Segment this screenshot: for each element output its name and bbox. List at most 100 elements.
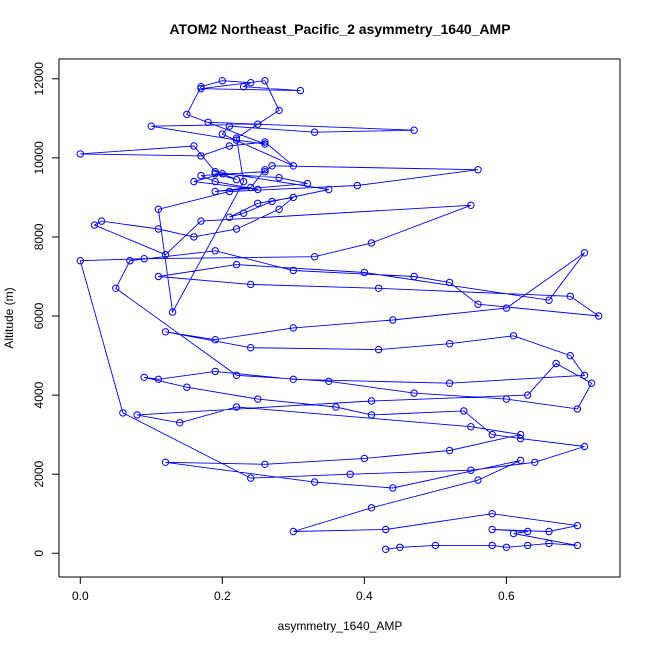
data-point: [261, 77, 269, 85]
y-axis-label: Altitude (m): [2, 287, 16, 348]
data-point: [247, 344, 255, 352]
data-point: [509, 529, 518, 538]
data-point: [239, 177, 248, 186]
data-point: [310, 253, 319, 261]
data-point: [367, 411, 376, 419]
data-point: [516, 430, 525, 439]
data-point: [147, 122, 156, 130]
data-point: [232, 260, 241, 269]
x-tick-label: 0.6: [498, 589, 515, 603]
data-point: [197, 85, 205, 93]
data-point: [197, 152, 205, 160]
data-point: [289, 324, 297, 332]
data-point: [218, 170, 227, 178]
data-point: [289, 162, 297, 170]
data-point: [580, 371, 589, 379]
data-point: [190, 142, 198, 150]
data-point: [474, 166, 482, 174]
data-point: [488, 510, 496, 518]
data-point: [190, 233, 198, 241]
data-point: [218, 77, 227, 85]
data-point: [204, 118, 212, 127]
data-point: [211, 177, 219, 186]
data-point: [154, 375, 163, 383]
data-point: [524, 527, 532, 536]
data-point: [346, 470, 354, 478]
y-tick-label: 12000: [32, 62, 46, 96]
series-lines: [79, 80, 601, 550]
data-point: [211, 336, 219, 344]
data-point: [587, 379, 596, 387]
data-point: [197, 83, 205, 91]
data-point: [225, 142, 234, 150]
data-point: [445, 379, 454, 387]
data-point: [168, 308, 177, 316]
data-point: [303, 179, 312, 188]
data-point: [239, 209, 248, 217]
data-point: [531, 458, 539, 466]
data-point: [367, 504, 376, 512]
data-point: [275, 173, 283, 182]
data-point: [247, 79, 255, 87]
data-point: [225, 213, 234, 221]
data-point: [360, 268, 369, 277]
data-point: [268, 162, 276, 170]
data-point: [445, 340, 454, 348]
data-point: [275, 106, 283, 115]
x-axis-label: asymmetry_1640_AMP: [278, 619, 403, 633]
data-point: [254, 199, 262, 208]
data-point: [382, 545, 390, 553]
data-point: [516, 434, 525, 443]
data-point: [261, 140, 269, 148]
data-point: [232, 403, 241, 411]
data-point: [382, 525, 390, 534]
data-point: [211, 247, 219, 255]
data-point: [218, 130, 227, 138]
data-point: [232, 371, 241, 379]
data-point: [296, 86, 305, 95]
y-tick-label: 2000: [32, 461, 46, 488]
data-point: [140, 255, 148, 263]
data-point: [247, 183, 255, 192]
data-point: [119, 409, 127, 417]
data-point: [374, 345, 383, 354]
data-point: [289, 375, 297, 383]
data-point: [239, 83, 248, 91]
data-point: [573, 521, 582, 530]
data-point: [445, 278, 454, 287]
data-point: [325, 377, 333, 385]
data-point: [431, 541, 440, 550]
y-tick-label: 8000: [32, 223, 46, 250]
data-point: [467, 466, 475, 474]
data-point: [154, 225, 163, 233]
data-point: [389, 484, 397, 492]
data-point: [545, 539, 553, 548]
y-tick-label: 0: [32, 550, 46, 557]
data-point: [325, 185, 333, 194]
data-point: [225, 187, 234, 196]
x-tick-label: 0.4: [356, 589, 373, 603]
y-axis: 0 2000 4000 6000 8000 10000 12000: [32, 62, 60, 557]
data-point: [183, 110, 191, 119]
data-point: [410, 272, 418, 281]
data-point: [310, 128, 319, 136]
data-point: [410, 126, 418, 134]
data-point: [197, 171, 205, 180]
y-tick-label: 10000: [32, 141, 46, 175]
data-point: [211, 367, 219, 376]
data-point: [261, 166, 269, 174]
y-tick-label: 6000: [32, 302, 46, 329]
data-point: [524, 541, 532, 550]
data-point: [133, 411, 141, 419]
data-point: [247, 474, 255, 482]
data-point: [254, 185, 262, 194]
data-point: [367, 239, 376, 247]
x-tick-label: 0.2: [214, 589, 231, 603]
plot-frame: [58, 58, 621, 578]
data-point: [445, 446, 454, 455]
data-point: [211, 170, 219, 178]
data-point: [360, 454, 369, 463]
data-point: [545, 527, 553, 536]
data-point: [502, 304, 511, 312]
